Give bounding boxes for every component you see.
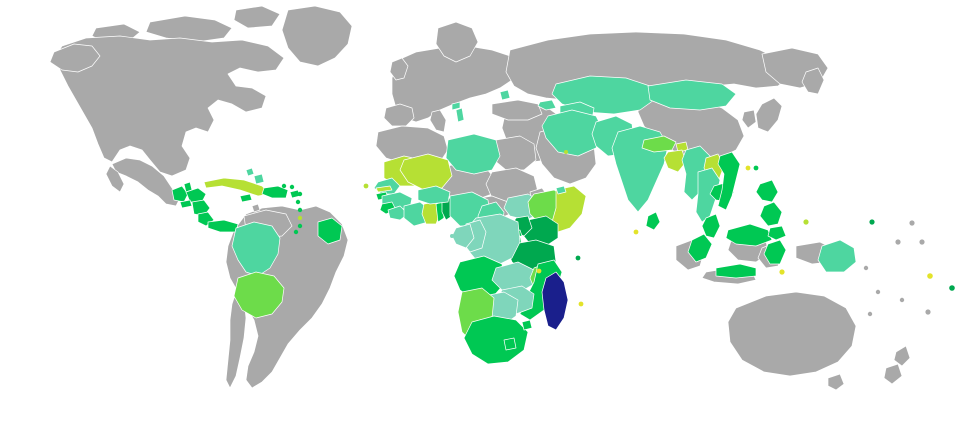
region-antilles-dot-7 <box>297 223 303 229</box>
region-saotome-dot <box>450 234 454 238</box>
region-chile-strip <box>225 291 247 389</box>
region-nauru-dot <box>895 239 901 245</box>
region-malaysia-borneo <box>725 223 773 247</box>
region-arctic-islands <box>145 15 233 43</box>
region-montenegro <box>451 101 461 111</box>
region-nepal <box>641 135 677 153</box>
region-turkey <box>491 99 543 121</box>
region-zambia <box>491 261 535 293</box>
region-mali <box>399 153 453 191</box>
region-srilanka <box>645 211 661 231</box>
region-caribbean-gray <box>251 203 261 213</box>
region-iran <box>541 109 605 157</box>
region-fiji-dot <box>899 297 905 303</box>
region-australia <box>727 291 857 377</box>
region-vietnam <box>717 151 741 211</box>
region-colombia <box>231 221 281 277</box>
region-burkinafaso <box>417 185 451 205</box>
region-tuvalu-dot <box>927 273 933 279</box>
region-vanuatu-dot <box>875 289 881 295</box>
region-alaska <box>49 43 101 73</box>
region-marshall-dot <box>909 220 915 226</box>
region-maldives-dot <box>633 229 639 235</box>
region-eswatini <box>521 319 533 331</box>
region-seychelles-dot <box>575 255 581 261</box>
region-newcaledonia-dot <box>867 311 873 317</box>
region-antilles-dot-2 <box>289 184 295 190</box>
region-baja <box>105 165 125 193</box>
region-arctic-islands-2 <box>233 5 281 29</box>
region-timor-dot <box>779 269 785 275</box>
region-antilles-dot-4 <box>295 199 301 205</box>
region-guyana <box>317 217 343 245</box>
region-newzealand-n <box>893 345 911 367</box>
region-kiribati-dot <box>919 239 925 245</box>
highlighted-countries-layer <box>171 75 955 365</box>
region-newzealand-s <box>883 363 903 385</box>
region-kamchatka <box>801 67 825 95</box>
region-antilles-dot-1 <box>281 183 287 189</box>
region-uk <box>389 57 409 81</box>
region-philippines <box>755 179 787 241</box>
region-thailand <box>695 167 721 223</box>
region-elsalvador <box>179 199 193 209</box>
region-hongkong-dot <box>745 165 751 171</box>
region-mongolia <box>647 79 737 111</box>
region-korea <box>741 109 757 129</box>
region-tasmania <box>827 373 845 391</box>
region-scandinavia <box>435 21 479 63</box>
region-mexico <box>111 157 181 207</box>
region-somalia <box>551 185 587 233</box>
region-bangladesh <box>663 149 687 173</box>
region-bolivia <box>233 271 285 319</box>
region-indonesia-java <box>715 263 757 279</box>
region-mauritius-dot <box>578 301 584 307</box>
region-indonesia-sumatra <box>687 233 713 263</box>
region-palau-dot <box>803 219 809 225</box>
region-antilles-dot-6 <box>297 215 303 221</box>
region-myanmar <box>681 145 711 201</box>
region-moldova <box>499 89 511 101</box>
region-trinidad-dot <box>293 229 299 235</box>
region-tonga-dot <box>925 309 931 315</box>
region-albania <box>455 107 465 123</box>
region-bahrain-dot <box>564 150 568 154</box>
region-antilles-dot-3 <box>297 191 303 197</box>
region-antilles-dot-5 <box>297 207 303 213</box>
region-libya <box>445 133 501 175</box>
region-micronesia-dot <box>869 219 875 225</box>
region-taiwan-dot <box>753 165 759 171</box>
region-papuanewguinea <box>817 239 857 273</box>
region-malaysia-peninsula <box>701 213 721 239</box>
region-greenland <box>281 5 353 67</box>
region-madagascar <box>541 271 569 331</box>
region-jamaica <box>239 193 253 203</box>
region-japan <box>755 97 783 133</box>
region-comoros-dot <box>536 268 542 274</box>
region-iberia <box>383 103 415 127</box>
region-gambia <box>375 185 393 193</box>
region-lesotho <box>503 337 517 351</box>
region-djibouti <box>555 185 567 195</box>
region-solomon-dot <box>863 265 869 271</box>
region-indonesia-sulawesi <box>763 239 787 265</box>
region-guatemala <box>171 185 189 203</box>
region-capeverde-dot <box>363 183 369 189</box>
region-bahamas <box>245 167 265 185</box>
region-canada-usa <box>55 35 285 177</box>
region-italy <box>429 109 447 133</box>
region-georgia <box>537 99 557 111</box>
region-southafrica <box>463 315 529 365</box>
region-hispaniola <box>261 185 289 199</box>
region-samoa-dot <box>949 285 955 291</box>
